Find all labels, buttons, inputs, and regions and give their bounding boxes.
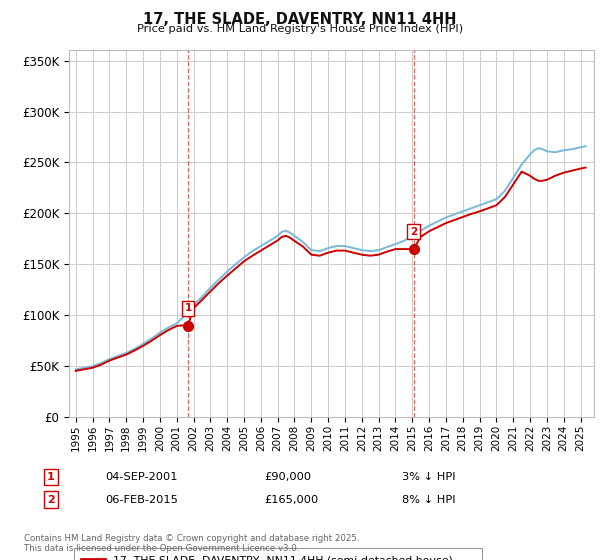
Text: £165,000: £165,000	[264, 494, 318, 505]
Text: 17, THE SLADE, DAVENTRY, NN11 4HH: 17, THE SLADE, DAVENTRY, NN11 4HH	[143, 12, 457, 27]
Text: 2: 2	[410, 227, 417, 237]
Text: 1: 1	[47, 472, 55, 482]
Text: 2: 2	[47, 494, 55, 505]
Legend: 17, THE SLADE, DAVENTRY, NN11 4HH (semi-detached house), HPI: Average price, sem: 17, THE SLADE, DAVENTRY, NN11 4HH (semi-…	[74, 548, 482, 560]
Text: 3% ↓ HPI: 3% ↓ HPI	[402, 472, 455, 482]
Text: Price paid vs. HM Land Registry's House Price Index (HPI): Price paid vs. HM Land Registry's House …	[137, 24, 463, 34]
Text: 1: 1	[184, 304, 191, 313]
Text: 06-FEB-2015: 06-FEB-2015	[105, 494, 178, 505]
Text: Contains HM Land Registry data © Crown copyright and database right 2025.
This d: Contains HM Land Registry data © Crown c…	[24, 534, 359, 553]
Text: 04-SEP-2001: 04-SEP-2001	[105, 472, 178, 482]
Text: 8% ↓ HPI: 8% ↓ HPI	[402, 494, 455, 505]
Text: £90,000: £90,000	[264, 472, 311, 482]
